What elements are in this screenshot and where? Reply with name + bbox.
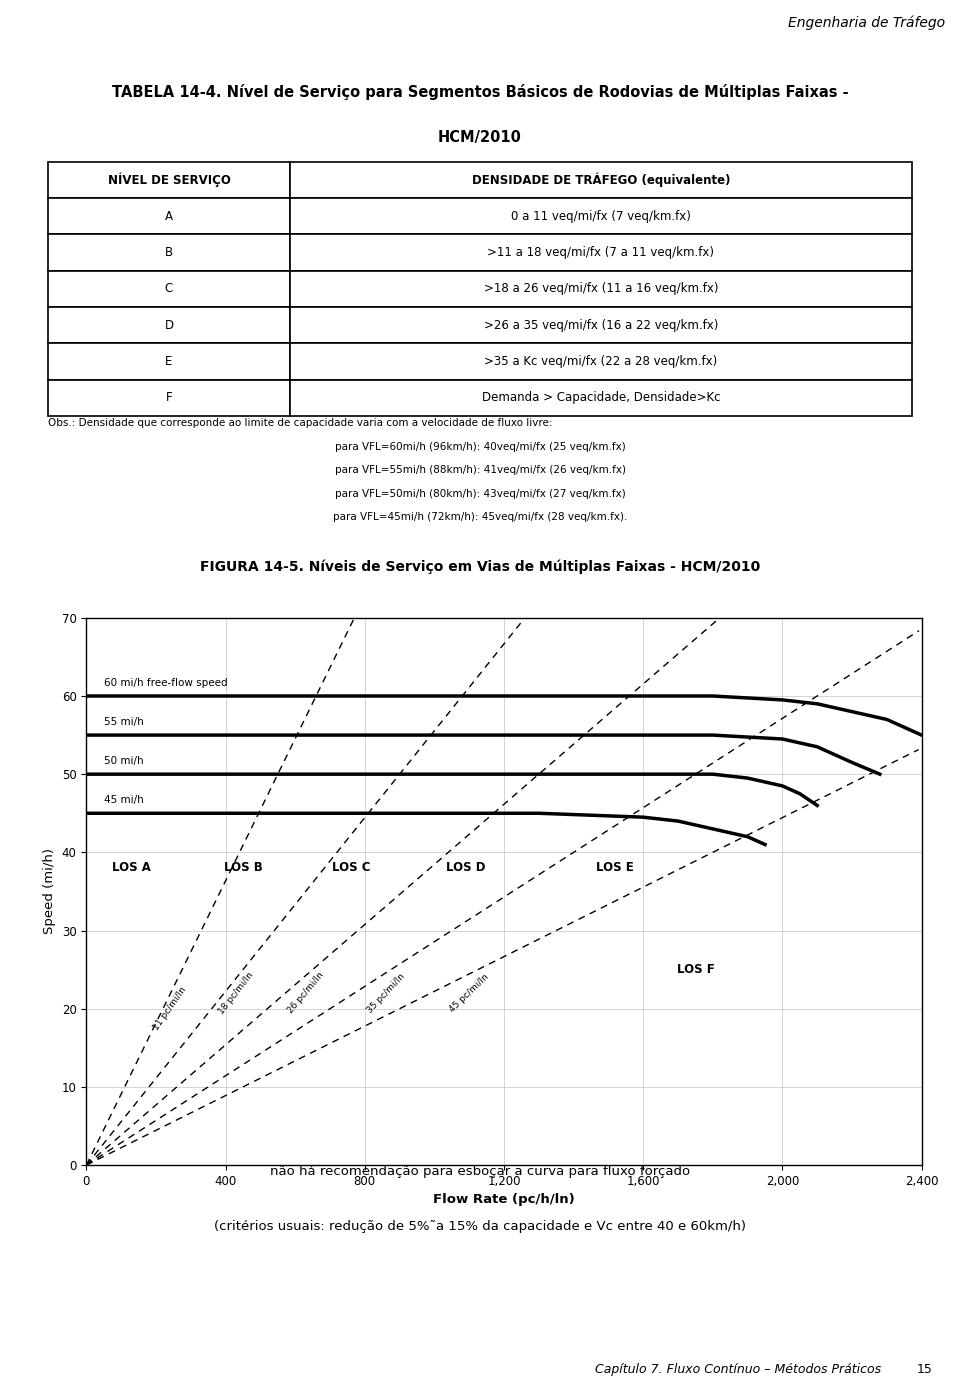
Text: Capítulo 7. Fluxo Contínuo – Métodos Práticos: Capítulo 7. Fluxo Contínuo – Métodos Prá…	[595, 1363, 881, 1377]
Text: 15: 15	[917, 1363, 933, 1377]
Text: 50 mi/h: 50 mi/h	[104, 756, 143, 767]
Text: LOS C: LOS C	[331, 862, 371, 874]
Text: 55 mi/h: 55 mi/h	[104, 717, 144, 727]
Text: LOS F: LOS F	[677, 963, 714, 976]
Text: 11 pc/mi/ln: 11 pc/mi/ln	[152, 986, 188, 1031]
Text: para VFL=45mi/h (72km/h): 45veq/mi/fx (28 veq/km.fx).: para VFL=45mi/h (72km/h): 45veq/mi/fx (2…	[333, 512, 627, 522]
Y-axis label: Speed (mi/h): Speed (mi/h)	[43, 849, 57, 934]
Text: Engenharia de Tráfego: Engenharia de Tráfego	[788, 15, 946, 29]
Text: LOS D: LOS D	[446, 862, 486, 874]
X-axis label: Flow Rate (pc/h/ln): Flow Rate (pc/h/ln)	[433, 1193, 575, 1207]
Text: para VFL=50mi/h (80km/h): 43veq/mi/fx (27 veq/km.fx): para VFL=50mi/h (80km/h): 43veq/mi/fx (2…	[335, 489, 625, 498]
Text: LOS E: LOS E	[596, 862, 635, 874]
Text: 18 pc/mi/ln: 18 pc/mi/ln	[217, 970, 255, 1016]
Text: Obs.: Densidade que corresponde ao limite de capacidade varia com a velocidade d: Obs.: Densidade que corresponde ao limit…	[48, 419, 553, 429]
Text: não há recomendação para esboçar a curva para fluxo forçado: não há recomendação para esboçar a curva…	[270, 1165, 690, 1178]
Text: para VFL=55mi/h (88km/h): 41veq/mi/fx (26 veq/km.fx): para VFL=55mi/h (88km/h): 41veq/mi/fx (2…	[334, 465, 626, 476]
Text: 45 pc/mi/ln: 45 pc/mi/ln	[447, 972, 491, 1013]
Text: HCM/2010: HCM/2010	[438, 131, 522, 145]
Text: 45 mi/h: 45 mi/h	[104, 795, 144, 806]
Text: 60 mi/h free-flow speed: 60 mi/h free-flow speed	[104, 678, 228, 688]
Text: 26 pc/mi/ln: 26 pc/mi/ln	[286, 970, 325, 1015]
Text: TABELA 14-4. Nível de Serviço para Segmentos Básicos de Rodovias de Múltiplas Fa: TABELA 14-4. Nível de Serviço para Segme…	[111, 84, 849, 100]
Text: para VFL=60mi/h (96km/h): 40veq/mi/fx (25 veq/km.fx): para VFL=60mi/h (96km/h): 40veq/mi/fx (2…	[335, 441, 625, 452]
Text: LOS B: LOS B	[224, 862, 262, 874]
Text: LOS A: LOS A	[112, 862, 151, 874]
Text: (critérios usuais: redução de 5%˜a 15% da capacidade e Vc entre 40 e 60km/h): (critérios usuais: redução de 5%˜a 15% d…	[214, 1221, 746, 1233]
Text: FIGURA 14-5. Níveis de Serviço em Vias de Múltiplas Faixas - HCM/2010: FIGURA 14-5. Níveis de Serviço em Vias d…	[200, 560, 760, 574]
Text: 35 pc/mi/ln: 35 pc/mi/ln	[365, 972, 406, 1015]
